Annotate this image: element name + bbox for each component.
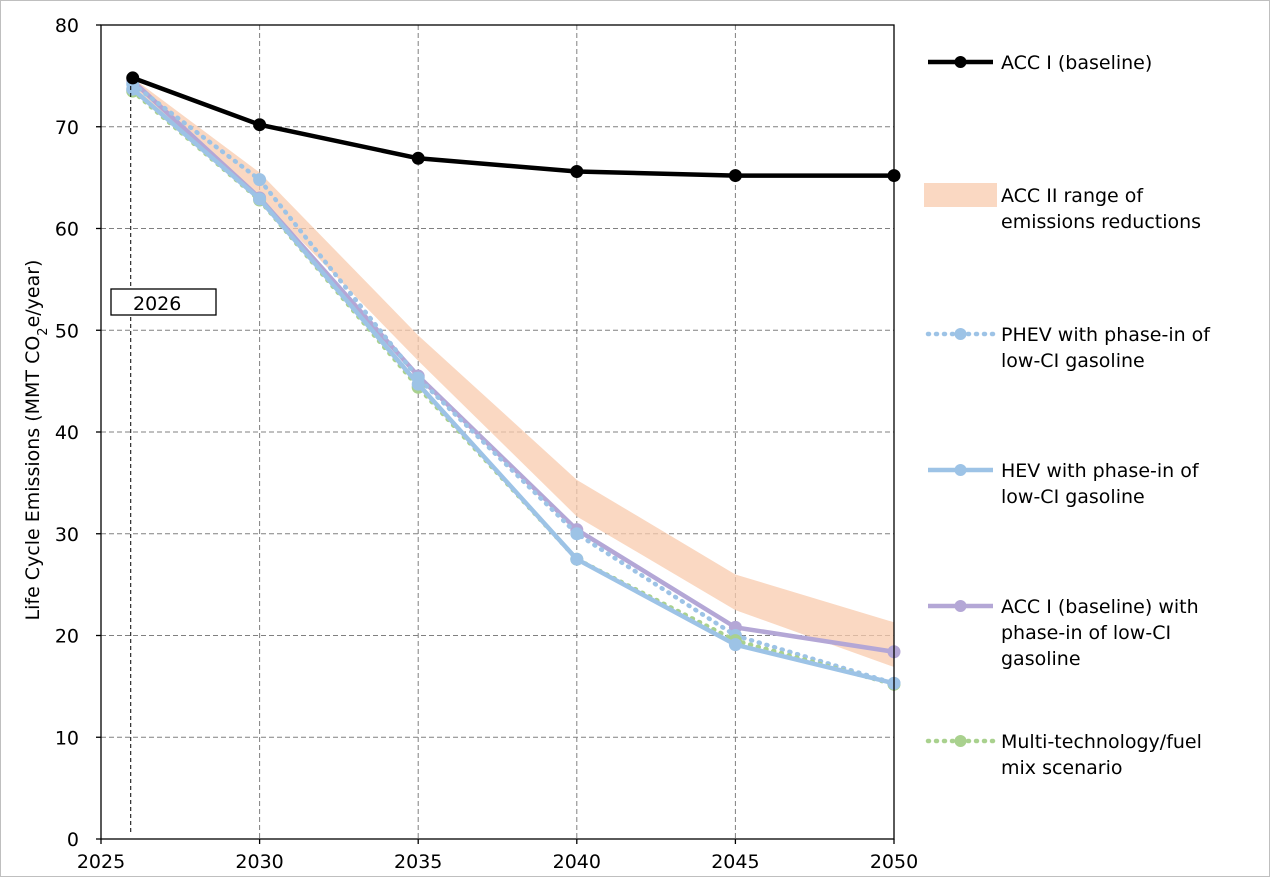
series-phev-point [253,173,267,187]
y-tick-label: 20 [55,626,79,648]
series-hev-point [253,192,267,206]
series-hev-point [570,552,584,566]
legend-item-band: ACC II range of emissions reductions [924,183,1201,233]
y-tick-label: 0 [67,829,79,851]
y-tick-label: 60 [55,219,79,241]
series-hev-point [411,377,425,391]
series-phev-line [130,81,897,686]
series-acc1-baseline-point [728,169,742,183]
x-tick-label: 2025 [77,851,125,873]
legend-marker [954,328,967,340]
x-tick-label: 2050 [870,851,918,873]
series-hev-line [131,87,895,686]
y-axis-title: Life Cycle Emissions (MMT CO2e/year) [22,260,51,621]
y-tick-label: 30 [55,524,79,546]
x-tick-label: 2035 [394,851,442,873]
series-acc1-baseline-point [570,165,584,179]
legend-item-acc1: ACC I (baseline) [928,52,1152,74]
annotation-2026-box [110,288,217,316]
annotation-layer: 2026 [110,86,217,835]
series-phev-point [570,527,584,541]
legend-marker [954,600,967,612]
y-tick-label: 10 [55,727,79,749]
legend-item-acc1lowci: ACC I (baseline) with phase-in of low-CI g… [928,596,1199,670]
legend-label: Multi-technology/fuel [1001,731,1202,753]
series-acc1-baseline-point [126,71,140,85]
legend-label: HEV with phase-in of [1001,460,1200,482]
legend-marker [954,464,967,476]
legend-label: PHEV with phase-in of [1001,324,1211,346]
series-hev [126,82,901,690]
legend-label: ACC I (baseline) [1001,52,1152,74]
series-acc1-baseline-line [131,75,894,178]
legend-item-multi: Multi-technology/fuel mix scenario [925,731,1202,779]
series-acc1-baseline [126,71,901,183]
annotation-2026-label: 2026 [133,293,181,315]
y-tick-label: 50 [55,320,79,342]
legend-label: ACC II range of [1001,185,1144,207]
y-axis-title-main: Life Cycle Emissions (MMT CO [22,336,44,621]
acc2-range-band [132,77,895,668]
legend-marker [954,56,967,68]
x-tick-label: 2030 [235,851,283,873]
y-tick-label: 40 [55,422,79,444]
series-layer [126,71,901,691]
y-tick-label: 70 [55,117,79,139]
legend-swatch [924,183,997,207]
legend-label: emissions reductions [1001,211,1201,233]
gridlines [101,25,894,839]
legend-label: low-CI gasoline [1001,486,1145,508]
legend: ACC I (baseline) ACC II range of emissions… [924,52,1211,779]
legend-item-hev: HEV with phase-in of low-CI gasoline [928,460,1200,508]
x-tick-label: 2045 [711,851,759,873]
y-tick-label: 80 [55,15,79,37]
series-hev-point [126,82,140,96]
series-acc1-baseline-point [253,118,267,132]
legend-label: low-CI gasoline [1001,350,1145,372]
legend-label: mix scenario [1001,757,1123,779]
legend-label: phase-in of low-CI [1001,622,1171,644]
legend-label: gasoline [1001,648,1081,670]
series-hev-point [728,638,742,652]
series-acc1-baseline-point [411,151,425,165]
band-layer [132,77,895,668]
x-tick-label: 2040 [553,851,601,873]
y-axis-title-subscript: 2 [36,327,51,335]
legend-label: ACC I (baseline) with [1001,596,1199,618]
y-axis-title-suffix: e/year) [22,260,44,328]
legend-item-phev: PHEV with phase-in of low-CI gasoline [925,324,1211,372]
legend-marker [954,735,967,747]
